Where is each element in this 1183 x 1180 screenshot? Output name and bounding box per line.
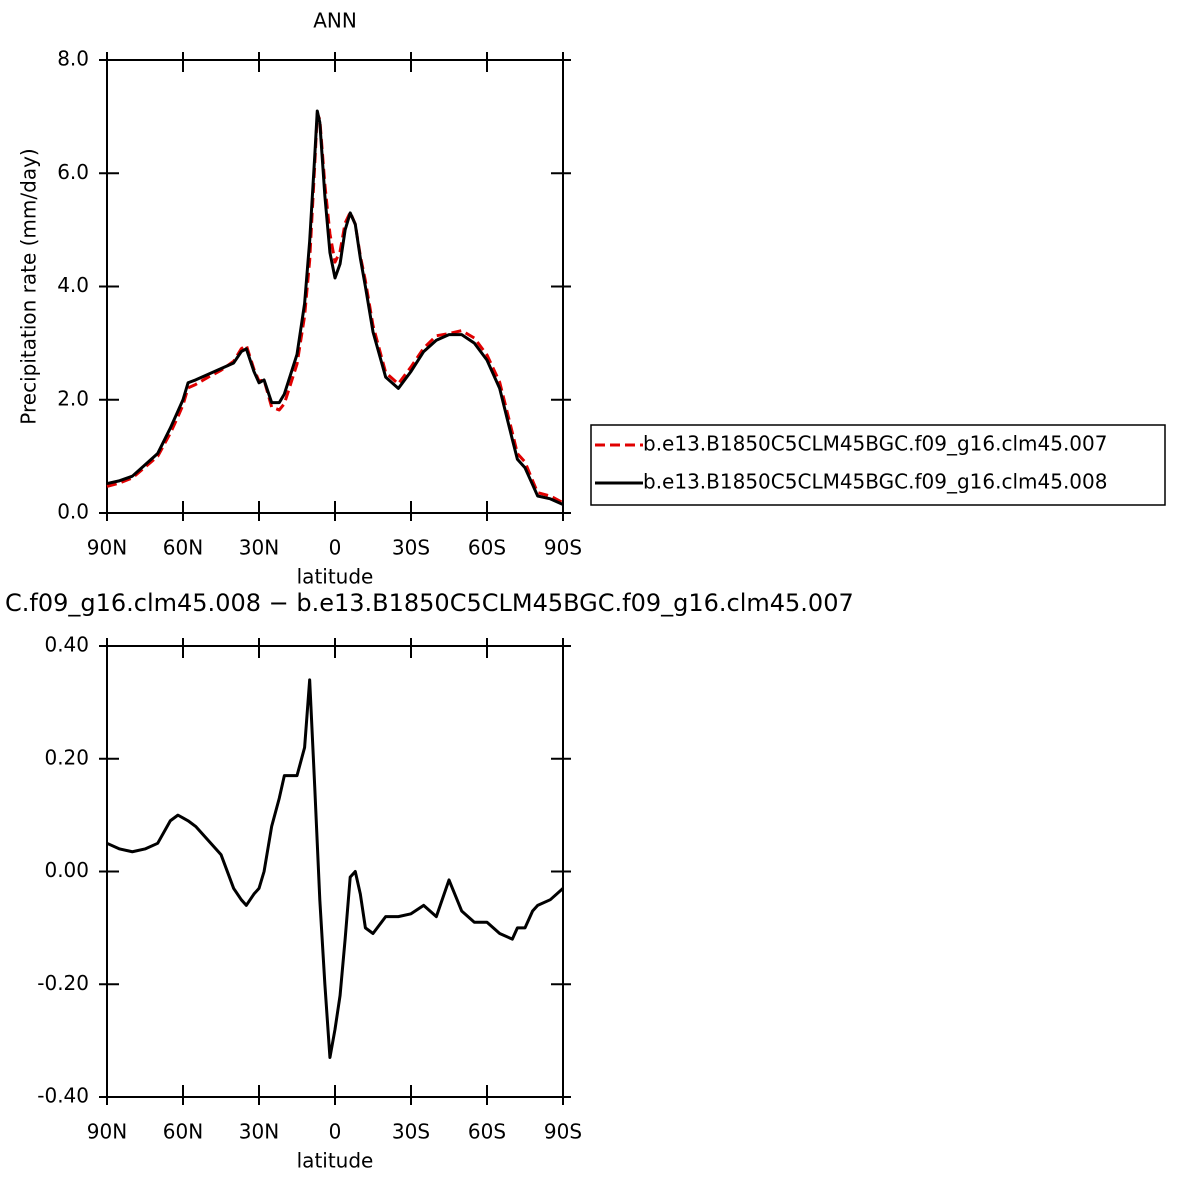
- legend-box: [590, 424, 1166, 506]
- y-tick-label: 0.0: [57, 500, 89, 524]
- x-tick-label: 0: [329, 1120, 342, 1144]
- x-tick-label: 60S: [468, 536, 506, 560]
- data-line: [106, 678, 564, 1060]
- x-tick-label: 90S: [544, 536, 582, 560]
- y-tick-label: 0.20: [44, 745, 89, 769]
- chart-title: ANN: [313, 9, 357, 33]
- x-tick-label: 90N: [87, 536, 127, 560]
- y-tick-label: -0.40: [37, 1084, 89, 1108]
- y-tick-label: 4.0: [57, 273, 89, 297]
- y-tick-label: 2.0: [57, 386, 89, 410]
- y-tick-label: -0.20: [37, 971, 89, 995]
- x-tick-label: 0: [329, 536, 342, 560]
- x-tick-label: 30N: [239, 536, 279, 560]
- y-tick-label: 8.0: [57, 47, 89, 71]
- data-line: [106, 112, 564, 505]
- x-tick-label: 90S: [544, 1120, 582, 1144]
- legend-label: b.e13.B1850C5CLM45BGC.f09_g16.clm45.007: [643, 432, 1107, 456]
- y-tick-label: 0.00: [44, 858, 89, 882]
- data-line: [106, 109, 564, 506]
- chart-title: C.f09_g16.clm45.008 − b.e13.B1850C5CLM45…: [5, 589, 854, 617]
- plot-frame: [106, 645, 564, 1098]
- x-tick-label: 30N: [239, 1120, 279, 1144]
- x-tick-label: 60N: [163, 536, 203, 560]
- x-axis-label: latitude: [297, 1149, 374, 1173]
- y-tick-label: 6.0: [57, 160, 89, 184]
- x-tick-label: 60N: [163, 1120, 203, 1144]
- y-axis-label: Precipitation rate (mm/day): [17, 148, 41, 424]
- x-tick-label: 90N: [87, 1120, 127, 1144]
- x-tick-label: 30S: [392, 536, 430, 560]
- x-axis-label: latitude: [297, 565, 374, 589]
- legend-label: b.e13.B1850C5CLM45BGC.f09_g16.clm45.008: [643, 470, 1107, 494]
- x-tick-label: 60S: [468, 1120, 506, 1144]
- plot-frame: [106, 59, 564, 514]
- x-tick-label: 30S: [392, 1120, 430, 1144]
- y-tick-label: 0.40: [44, 633, 89, 657]
